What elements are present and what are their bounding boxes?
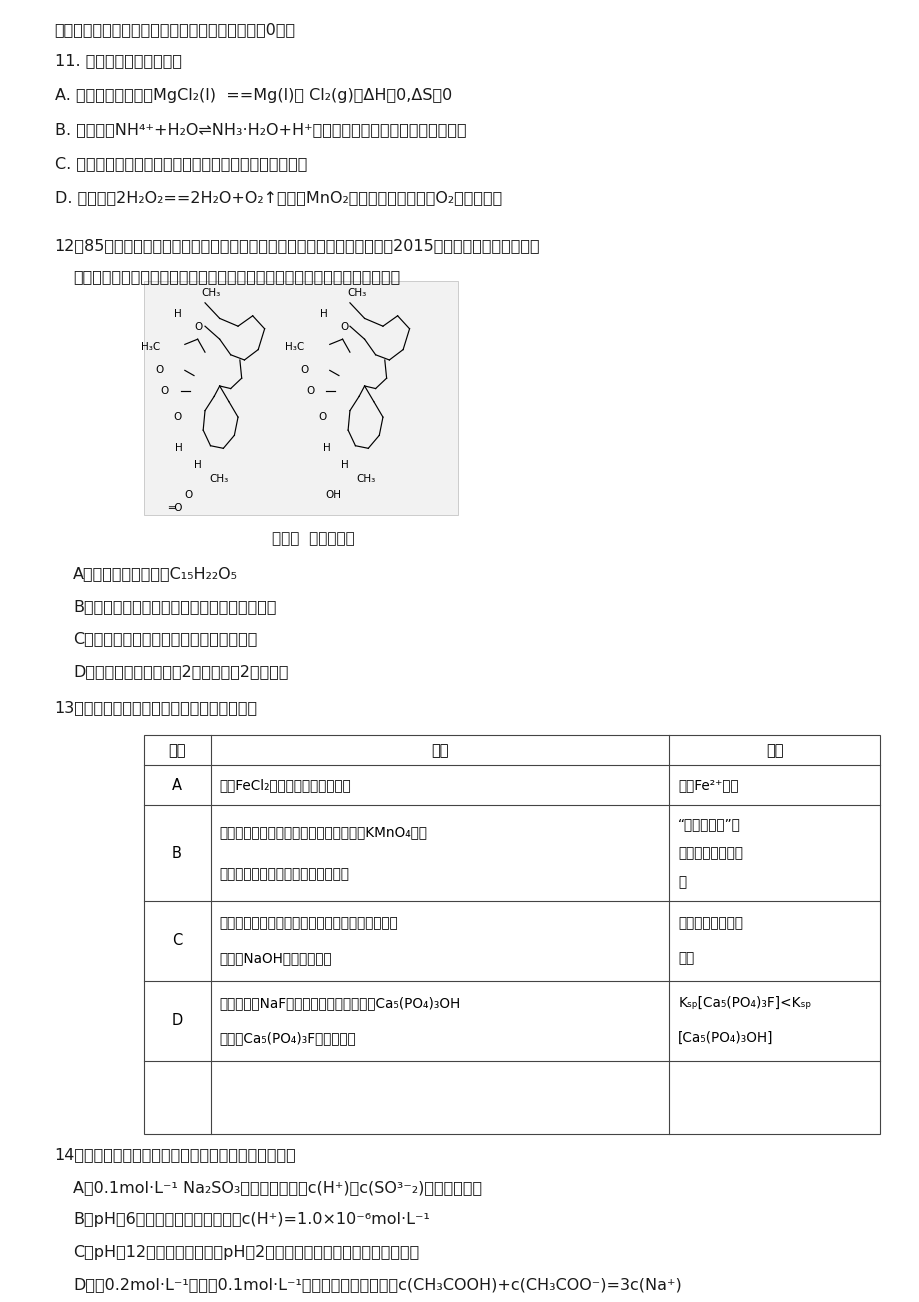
Text: 结论: 结论: [765, 743, 782, 758]
Text: O: O: [173, 411, 181, 422]
Text: C. 鰅蓄电池放电时的负极和充电时的阳极均发生还原反应: C. 鰅蓄电池放电时的负极和充电时的阳极均发生还原反应: [54, 156, 307, 171]
Text: Kₛₚ[Ca₅(PO₄)₃F]<Kₛₚ: Kₛₚ[Ca₅(PO₄)₃F]<Kₛₚ: [677, 996, 811, 1010]
Text: 青蒿素  双氢青蒿素: 青蒿素 双氢青蒿素: [272, 531, 355, 547]
Text: O: O: [194, 322, 202, 332]
Text: C．pH为12的氢氧化钙溶液与pH为2的盐酸溶液等体积混合，溶液呈碱性: C．pH为12的氢氧化钙溶液与pH为2的盐酸溶液等体积混合，溶液呈碱性: [73, 1245, 419, 1260]
Text: 12．85岁中国女药学家屠呀呀因创制新型抗痟药青蒿素和双氢青蒿素而获得2015年诺贝尔生理学或医学奖: 12．85岁中国女药学家屠呀呀因创制新型抗痟药青蒿素和双氢青蒿素而获得2015年…: [54, 238, 539, 253]
Text: B: B: [172, 845, 182, 861]
Text: D．把0.2mol·L⁻¹醒酸与0.1mol·L⁻¹醒酸钓溶液等体积混合c(CH₃COOH)+c(CH₃COO⁻)=3c(Na⁺): D．把0.2mol·L⁻¹醒酸与0.1mol·L⁻¹醒酸钓溶液等体积混合c(CH…: [73, 1277, 681, 1292]
Text: 操作: 操作: [431, 743, 448, 758]
Text: 选项: 选项: [168, 743, 186, 758]
Text: A: A: [172, 777, 182, 793]
Text: CH₃: CH₃: [209, 474, 228, 484]
Text: 防止倒吸，便于分: 防止倒吸，便于分: [677, 917, 743, 931]
Text: 幼儿使用含NaF的牙膏，可以使牙齿上的Ca₅(PO₄)₃OH: 幼儿使用含NaF的牙膏，可以使牙齿上的Ca₅(PO₄)₃OH: [220, 996, 460, 1010]
Text: O: O: [340, 322, 348, 332]
Text: 抑制Fe²⁺水解: 抑制Fe²⁺水解: [677, 779, 738, 793]
Text: 制备乙酸乙酯的实验，将蒸出的乙酸乙酯蒸汽导在: 制备乙酸乙酯的实验，将蒸出的乙酸乙酯蒸汽导在: [220, 917, 398, 931]
Text: A．青蒿素的分子式为C₁₅H₂₂O₅: A．青蒿素的分子式为C₁₅H₂₂O₅: [73, 566, 238, 582]
Text: CH₃: CH₃: [200, 288, 220, 298]
Text: 生的气体具有还原: 生的气体具有还原: [677, 846, 743, 861]
Text: 且都正确的得满分，但只要选错一个，该小题就得0分。: 且都正确的得满分，但只要选错一个，该小题就得0分。: [54, 22, 295, 38]
Text: O: O: [155, 365, 163, 375]
Text: CH₃: CH₃: [347, 288, 367, 298]
Text: 11. 下列说法正确的是（）: 11. 下列说法正确的是（）: [54, 53, 181, 69]
Text: 配制FeCl₂溶液时加入适量的盐酸: 配制FeCl₂溶液时加入适量的盐酸: [220, 779, 351, 793]
Text: 转化为Ca₅(PO₄)₃F，防止辀牙: 转化为Ca₅(PO₄)₃F，防止辀牙: [220, 1031, 356, 1046]
Text: 浓硫酸和蔗糖反应产生的气体通过足量的KMnO₄溶液: 浓硫酸和蔗糖反应产生的气体通过足量的KMnO₄溶液: [220, 825, 427, 840]
Text: 14．常温下，下列有关电解质溦液的说法正确的是（）: 14．常温下，下列有关电解质溦液的说法正确的是（）: [54, 1147, 296, 1163]
Text: C．青蒿素分子中含有过氧链和酯基、醚键: C．青蒿素分子中含有过氧链和酯基、醚键: [73, 631, 257, 647]
Text: [Ca₅(PO₄)₃OH]: [Ca₅(PO₄)₃OH]: [677, 1031, 773, 1046]
Text: OH: OH: [325, 490, 341, 500]
Text: ，气体全部被吸收且溶液紫红色袒去: ，气体全部被吸收且溶液紫红色袒去: [220, 867, 349, 881]
Text: D．双氢青蒿素分子中有2个六元环和2个七元环: D．双氢青蒿素分子中有2个六元环和2个七元环: [73, 664, 289, 678]
Bar: [143, 281, 458, 514]
Text: O: O: [160, 385, 168, 396]
Text: D. 对于反应2H₂O₂==2H₂O+O₂↑，加入MnO₂或升高温度都能加快O₂的生成速率: D. 对于反应2H₂O₂==2H₂O+O₂↑，加入MnO₂或升高温度都能加快O₂…: [54, 190, 501, 204]
Text: O: O: [306, 385, 314, 396]
Text: H₃C: H₃C: [285, 341, 304, 352]
Text: A．0.1mol·L⁻¹ Na₂SO₃溶液加水稀释，c(H⁺)：c(SO³⁻₂)的値逐渐减小: A．0.1mol·L⁻¹ Na₂SO₃溶液加水稀释，c(H⁺)：c(SO³⁻₂)…: [73, 1180, 482, 1195]
Text: “黑面包实验”产: “黑面包实验”产: [677, 818, 741, 831]
Text: H: H: [174, 309, 181, 319]
Bar: [143, 736, 879, 1134]
Text: B．由青蒿素制备双氢青蒿素的反应属还原反应: B．由青蒿素制备双氢青蒿素的反应属还原反应: [73, 599, 276, 615]
Text: H: H: [194, 460, 201, 470]
Text: H: H: [175, 443, 182, 453]
Text: O: O: [318, 411, 326, 422]
Text: H: H: [323, 443, 331, 453]
Text: O: O: [300, 365, 308, 375]
Text: ═O: ═O: [168, 503, 183, 513]
Text: A. 一定温度下，反应MgCl₂(l)  ==Mg(l)＋ Cl₂(g)的ΔH＞0,ΔS＞0: A. 一定温度下，反应MgCl₂(l) ==Mg(l)＋ Cl₂(g)的ΔH＞0…: [54, 89, 451, 103]
Text: 性: 性: [677, 875, 686, 889]
Text: B．pH为6的碳酸溶液，水电离出的c(H⁺)=1.0×10⁻⁶mol·L⁻¹: B．pH为6的碳酸溶液，水电离出的c(H⁺)=1.0×10⁻⁶mol·L⁻¹: [73, 1212, 429, 1228]
Text: D: D: [171, 1013, 183, 1029]
Text: B. 水解反应NH⁴⁺+H₂O⇌NH₃·H₂O+H⁺达到平衡后，升高温度平衡逆向移动: B. 水解反应NH⁴⁺+H₂O⇌NH₃·H₂O+H⁺达到平衡后，升高温度平衡逆向…: [54, 122, 466, 137]
Text: CH₃: CH₃: [356, 474, 375, 484]
Text: C: C: [172, 934, 182, 948]
Text: H: H: [340, 460, 348, 470]
Text: 13．下列有关实验操作和结论均正确的是（）: 13．下列有关实验操作和结论均正确的是（）: [54, 700, 257, 715]
Text: 饱和的NaOH溶液液面以上: 饱和的NaOH溶液液面以上: [220, 952, 332, 965]
Text: H: H: [320, 309, 328, 319]
Text: H₃C: H₃C: [142, 341, 160, 352]
Text: 层。: 层。: [677, 952, 694, 965]
Text: O: O: [184, 490, 192, 500]
Text: 。她研制的青蒿素和双氢青蒿素的结构如下图所示，下列说法中错误的是（）: 。她研制的青蒿素和双氢青蒿素的结构如下图所示，下列说法中错误的是（）: [73, 270, 400, 284]
